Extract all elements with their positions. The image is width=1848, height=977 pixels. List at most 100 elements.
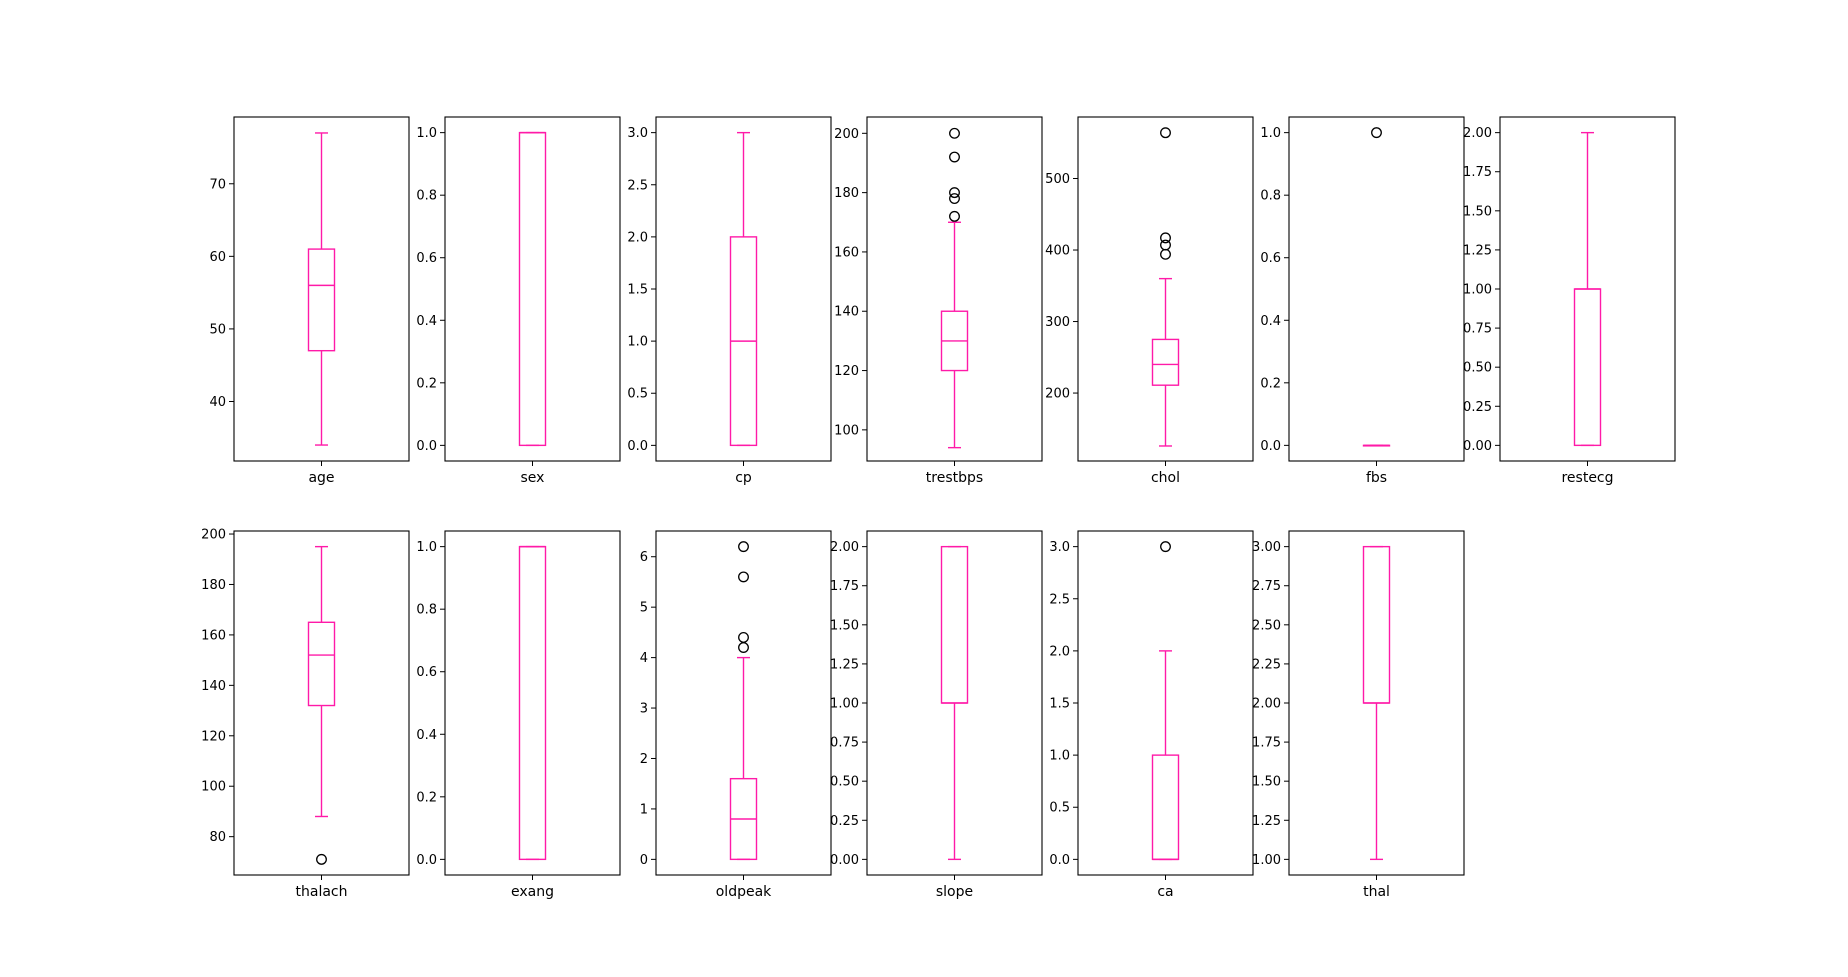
y-tick-label: 180: [834, 186, 859, 201]
y-tick-label: 3.0: [627, 126, 648, 141]
y-tick-label: 2.00: [1463, 126, 1492, 141]
y-tick-label: 70: [209, 177, 226, 192]
x-tick-label: restecg: [1561, 470, 1613, 486]
y-tick-label: 2.75: [1252, 579, 1281, 594]
iqr-box: [518, 131, 547, 447]
y-tick-label: 1.25: [1252, 814, 1281, 829]
outlier-point: [949, 187, 960, 199]
y-tick-label: 0.00: [830, 853, 859, 868]
x-tick-label: cp: [735, 470, 752, 486]
outlier-point: [738, 642, 749, 653]
y-tick-label: 140: [201, 679, 226, 694]
y-tick-label: 1.0: [1049, 749, 1070, 764]
y-tick-label: 5: [640, 601, 648, 616]
x-tick-label: exang: [511, 884, 554, 900]
outlier-point: [1160, 541, 1171, 553]
y-tick-label: 1.50: [1463, 204, 1492, 219]
y-tick-label: 140: [834, 305, 859, 320]
x-tick-label: trestbps: [926, 470, 983, 486]
iqr-box: [1573, 288, 1602, 447]
y-tick-label: 2: [640, 752, 648, 767]
y-tick-label: 160: [201, 628, 226, 643]
x-tick-label: thalach: [296, 884, 348, 900]
y-tick-label: 0.2: [416, 790, 437, 805]
y-tick-label: 0.8: [1260, 189, 1281, 204]
iqr-box: [307, 621, 336, 707]
y-tick-label: 1.00: [1463, 283, 1492, 298]
y-tick-label: 2.5: [627, 178, 648, 193]
y-tick-label: 0.75: [830, 736, 859, 751]
y-tick-label: 1.75: [1463, 165, 1492, 180]
outlier-point: [316, 853, 327, 865]
y-tick-label: 1.75: [830, 579, 859, 594]
y-tick-label: 0: [640, 853, 648, 868]
outlier-point: [949, 193, 960, 205]
y-tick-label: 2.0: [1049, 644, 1070, 659]
y-tick-label: 3.00: [1252, 540, 1281, 555]
y-tick-label: 0.0: [416, 439, 437, 454]
y-tick-label: 50: [209, 322, 226, 337]
y-tick-label: 6: [640, 550, 648, 565]
outlier-point: [1160, 248, 1171, 260]
y-tick-label: 0.4: [1260, 314, 1281, 329]
iqr-box: [940, 545, 969, 704]
panel-slope: 0.00 0.25 0.50 0.75 1.00 1.25 1.50 1.75 2.00 slop…: [830, 530, 1043, 900]
panel-restecg: 0.00 0.25 0.50 0.75 1.00 1.25 1.50 1.75 2.00 rest…: [1463, 116, 1676, 486]
y-tick-label: 120: [834, 364, 859, 379]
y-tick-label: 0.4: [416, 314, 437, 329]
y-tick-label: 1: [640, 802, 648, 817]
y-tick-label: 1.0: [1260, 126, 1281, 141]
axes-frame: [444, 530, 621, 876]
y-tick-label: 0.0: [1260, 439, 1281, 454]
outlier-point: [1160, 127, 1171, 139]
y-tick-label: 100: [834, 423, 859, 438]
y-tick-label: 1.50: [1252, 775, 1281, 790]
y-tick-label: 1.50: [830, 618, 859, 633]
panel-ca: 0.0 0.5 1.0 1.5 2.0 2.5 3.0 ca: [1049, 530, 1254, 900]
y-tick-label: 120: [201, 729, 226, 744]
y-tick-label: 0.50: [1463, 361, 1492, 376]
panel-cp: 0.0 0.5 1.0 1.5 2.0 2.5 3.0 cp: [627, 116, 832, 486]
y-tick-label: 2.0: [627, 230, 648, 245]
y-tick-label: 0.4: [416, 728, 437, 743]
y-tick-label: 2.25: [1252, 657, 1281, 672]
y-tick-label: 1.0: [627, 335, 648, 350]
x-tick-label: sex: [521, 470, 545, 486]
y-tick-label: 100: [201, 780, 226, 795]
outlier-point: [1160, 232, 1171, 244]
panel-fbs: 0.0 0.2 0.4 0.6 0.8 1.0 fbs: [1260, 116, 1465, 486]
y-tick-label: 0.75: [1463, 322, 1492, 337]
y-tick-label: 0.6: [1260, 251, 1281, 266]
y-tick-label: 0.2: [416, 376, 437, 391]
y-tick-label: 1.0: [416, 540, 437, 555]
y-tick-label: 0.50: [830, 775, 859, 790]
y-tick-label: 1.25: [1463, 243, 1492, 258]
iqr-box: [1362, 545, 1391, 704]
outlier-point: [738, 541, 749, 553]
panel-trestbps: 100 120 140 160 180 200 trestbps: [834, 116, 1043, 486]
y-tick-label: 200: [834, 127, 859, 142]
y-tick-label: 0.6: [416, 251, 437, 266]
outlier-point: [1160, 239, 1171, 251]
y-tick-label: 0.0: [1049, 853, 1070, 868]
y-tick-label: 1.25: [830, 657, 859, 672]
y-tick-label: 1.5: [1049, 697, 1070, 712]
outlier-point: [949, 151, 960, 163]
panel-thal: 1.00 1.25 1.50 1.75 2.00 2.25 2.50 2.75 3.00 thal: [1252, 530, 1465, 900]
y-tick-label: 0.6: [416, 665, 437, 680]
y-tick-label: 400: [1045, 244, 1070, 259]
axes-frame: [1288, 116, 1465, 462]
y-tick-label: 1.00: [830, 697, 859, 712]
y-tick-label: 0.2: [1260, 376, 1281, 391]
y-tick-label: 160: [834, 245, 859, 260]
iqr-box: [307, 248, 336, 352]
y-tick-label: 1.00: [1252, 853, 1281, 868]
iqr-box: [1151, 338, 1180, 386]
x-tick-label: slope: [936, 884, 973, 900]
iqr-box: [518, 545, 547, 861]
x-tick-label: chol: [1151, 470, 1180, 486]
y-tick-label: 180: [201, 578, 226, 593]
outlier-point: [1371, 127, 1382, 139]
x-tick-label: thal: [1363, 884, 1390, 900]
